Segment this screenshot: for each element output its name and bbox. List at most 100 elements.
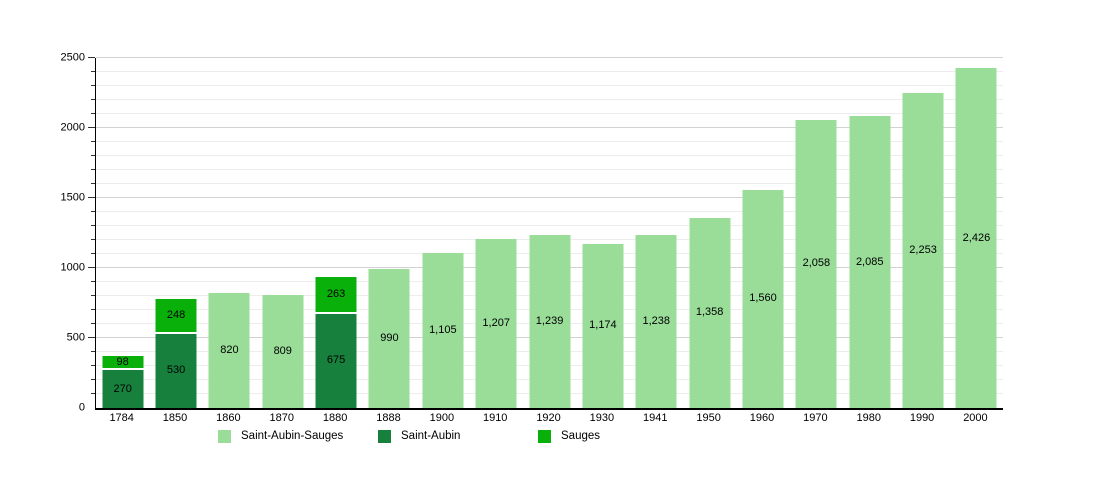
gridline — [96, 71, 1003, 72]
bar-2000: 2,426 — [955, 58, 997, 408]
y-axis-tick — [91, 379, 95, 380]
bar-slot-1900: 1,105 — [416, 58, 469, 408]
y-tick-label: 1500 — [60, 191, 85, 204]
bar-1970: 2,058 — [795, 58, 837, 408]
gridline — [96, 169, 1003, 170]
y-axis-tick — [91, 351, 95, 352]
x-tick-label: 1960 — [749, 412, 775, 424]
bar-segment-saint-aubin-sauges: 2,058 — [795, 119, 837, 408]
bar-segment-saint-aubin: 530 — [155, 333, 197, 408]
x-tick-label: 1970 — [803, 412, 828, 424]
gridline — [96, 85, 1003, 86]
gridline — [96, 155, 1003, 156]
bar-segment-saint-aubin-sauges: 2,253 — [902, 92, 944, 408]
y-axis-tick — [88, 337, 95, 338]
x-axis-labels: 1784 1850 1860 1870 1880 1888 1900 1910 1920 1930… — [95, 412, 1002, 424]
bar-segment-sauges: 263 — [315, 276, 357, 314]
y-tick-label: 1000 — [60, 261, 85, 274]
y-axis-tick — [91, 239, 95, 240]
bar-segment-sauges: 248 — [155, 299, 197, 334]
gridline — [96, 211, 1003, 212]
x-tick-label: 1930 — [589, 412, 615, 424]
bar-segment-saint-aubin-sauges: 2,085 — [849, 116, 891, 408]
x-tick-label: 1888 — [376, 412, 401, 424]
bar-segment-saint-aubin-sauges: 1,207 — [475, 239, 517, 408]
y-axis-tick — [91, 295, 95, 296]
bar-1784: 270 98 — [102, 58, 144, 408]
x-tick-label: 1870 — [269, 412, 294, 424]
bar-value-label: 1,238 — [642, 314, 671, 327]
bar-value-label: 2,426 — [962, 231, 991, 244]
gridline — [96, 127, 1003, 128]
bar-slot-1980: 2,085 — [843, 58, 896, 408]
bar-slot-1910: 1,207 — [470, 58, 523, 408]
x-tick-label: 1784 — [109, 412, 134, 424]
y-axis-tick — [91, 141, 95, 142]
bar-value-label: 2,085 — [855, 255, 884, 268]
legend-item-saint-aubin-sauges: Saint-Aubin-Sauges — [218, 430, 378, 443]
y-axis-tick — [91, 155, 95, 156]
bar-value-label: 990 — [380, 332, 399, 345]
y-axis-tick — [91, 71, 95, 72]
bar-1860: 820 — [208, 58, 250, 408]
y-axis-tick — [88, 267, 95, 268]
y-axis-tick — [91, 85, 95, 86]
bar-slot-1930: 1,174 — [576, 58, 629, 408]
bar-slot-1920: 1,239 — [523, 58, 576, 408]
legend: Saint-Aubin-Sauges Saint-Aubin Sauges — [218, 430, 698, 443]
y-axis-tick — [91, 183, 95, 184]
bar-slot-1860: 820 — [203, 58, 256, 408]
bar-1900: 1,105 — [422, 58, 464, 408]
y-axis-tick — [91, 99, 95, 100]
legend-swatch-sauges — [538, 430, 551, 443]
bar-segment-saint-aubin-sauges: 1,105 — [422, 253, 464, 408]
bar-1930: 1,174 — [582, 58, 624, 408]
bar-segment-saint-aubin-sauges: 1,358 — [689, 217, 731, 408]
bar-1941: 1,238 — [635, 58, 677, 408]
bar-value-label: 1,358 — [695, 306, 724, 319]
legend-swatch-saint-aubin-sauges — [218, 430, 231, 443]
bar-1910: 1,207 — [475, 58, 517, 408]
y-axis-tick — [88, 57, 95, 58]
bar-slot-1950: 1,358 — [683, 58, 736, 408]
bar-value-label: 1,207 — [482, 317, 510, 330]
bar-value-label: 675 — [326, 354, 346, 367]
bar-value-label: 1,239 — [535, 314, 564, 327]
bar-slot-2000: 2,426 — [950, 58, 1003, 408]
legend-swatch-saint-aubin — [378, 430, 391, 443]
bar-1880: 675 263 — [315, 58, 357, 408]
y-axis-tick — [91, 281, 95, 282]
bar-value-label: 248 — [166, 308, 186, 321]
bar-segment-saint-aubin: 270 — [102, 370, 144, 408]
bar-1920: 1,239 — [529, 58, 571, 408]
gridline — [96, 113, 1003, 114]
y-tick-label: 0 — [78, 401, 85, 414]
plot-area: 0 500 1000 1500 2000 2500 270 98 530 248 820 809 675… — [61, 52, 1003, 413]
legend-label: Saint-Aubin-Sauges — [241, 430, 344, 442]
gridline — [96, 225, 1003, 226]
x-tick-label: 1990 — [909, 412, 935, 424]
bar-value-label: 270 — [113, 382, 132, 395]
bar-value-label: 820 — [220, 344, 239, 357]
bar-value-label: 530 — [166, 364, 186, 377]
bar-1980: 2,085 — [849, 58, 891, 408]
bar-slot-1970: 2,058 — [790, 58, 843, 408]
y-axis-tick — [91, 169, 95, 170]
bar-segment-saint-aubin-sauges: 2,426 — [955, 68, 997, 408]
y-axis-tick — [91, 309, 95, 310]
legend-label: Saint-Aubin — [401, 430, 461, 442]
bar-segment-saint-aubin-sauges: 1,239 — [529, 234, 571, 408]
gridline — [96, 99, 1003, 100]
y-axis-tick — [91, 211, 95, 212]
bar-slot-1880: 675 263 — [309, 58, 362, 408]
gridline — [96, 183, 1003, 184]
y-axis-tick — [91, 253, 95, 254]
bar-value-label: 1,174 — [589, 319, 617, 332]
bar-1850: 530 248 — [155, 58, 197, 408]
bar-segment-saint-aubin-sauges: 1,174 — [582, 243, 624, 408]
bar-value-label: 809 — [273, 344, 292, 357]
bar-value-label: 263 — [326, 287, 346, 300]
x-tick-label: 1850 — [162, 412, 188, 424]
y-axis-tick — [91, 365, 95, 366]
bar-segment-saint-aubin-sauges: 820 — [208, 293, 250, 408]
